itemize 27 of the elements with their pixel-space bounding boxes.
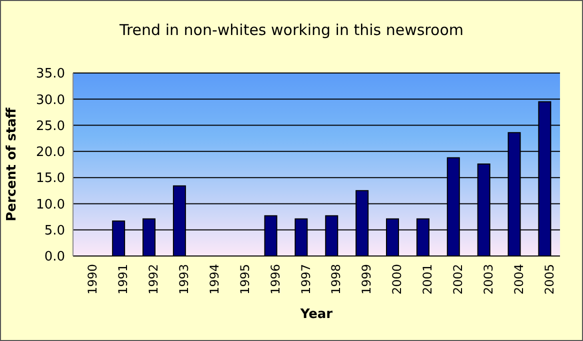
y-tick-label: 35.0 xyxy=(36,66,65,82)
x-tick-label: 2001 xyxy=(420,264,435,295)
x-tick-label: 2003 xyxy=(481,264,496,295)
x-tick-label: 1994 xyxy=(207,264,222,295)
x-tick-label: 1991 xyxy=(116,264,130,295)
y-tick-label: 10.0 xyxy=(36,197,65,212)
x-axis-title: Year xyxy=(299,307,334,322)
x-tick-label: 1992 xyxy=(146,264,161,295)
y-tick-label: 20.0 xyxy=(36,145,65,160)
x-tick-label: 2004 xyxy=(512,264,526,295)
y-tick-label: 30.0 xyxy=(36,92,65,108)
x-tick-label: 2000 xyxy=(390,264,404,295)
x-tick-label: 1996 xyxy=(268,264,282,295)
x-tick-label: 1995 xyxy=(238,264,252,295)
x-tick-label: 1998 xyxy=(329,264,344,295)
x-tick-label: 2005 xyxy=(542,264,556,295)
x-tick-label: 1999 xyxy=(360,264,374,295)
y-tick-label: 25.0 xyxy=(36,118,65,134)
y-tick-label: 15.0 xyxy=(36,171,65,186)
x-tick-label: 1997 xyxy=(298,264,313,295)
y-axis-title: Percent of staff xyxy=(4,107,20,222)
y-tick-label: 5.0 xyxy=(44,223,65,238)
y-tick-label: 0.0 xyxy=(44,250,65,265)
x-tick-label: 2002 xyxy=(450,264,465,295)
chart-title: Trend in non-whites working in this newsroom xyxy=(118,21,464,39)
x-tick-label: 1990 xyxy=(86,264,100,295)
x-tick-label: 1993 xyxy=(177,264,192,295)
